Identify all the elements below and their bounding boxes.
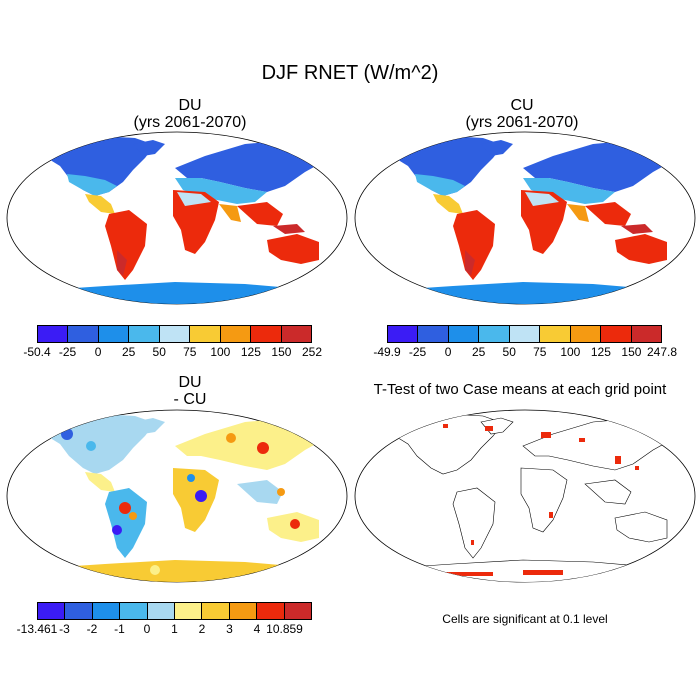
colorbar-diff-segment — [229, 603, 258, 619]
colorbar-diff-tick-label: 1 — [171, 622, 178, 636]
colorbar-du-segment — [129, 326, 160, 342]
panel-cu-title: CU (yrs 2061-2070) — [362, 97, 682, 131]
colorbar-du-tick-label: 125 — [240, 345, 261, 359]
colorbar-diff-segment — [284, 603, 312, 619]
figure-title: DJF RNET (W/m^2) — [261, 62, 439, 84]
colorbar-du-segment — [190, 326, 221, 342]
colorbar-cu-labels: -49.9 -25 0 25 50 75 100 125 150 247.8 — [373, 345, 677, 361]
colorbar-du — [37, 325, 312, 343]
colorbar-cu-tick-label: -25 — [408, 345, 427, 359]
colorbar-du-segment — [98, 326, 130, 342]
colorbar-cu-segment — [570, 326, 602, 342]
colorbar-cu-tick-label: 100 — [560, 345, 581, 359]
colorbar-cu-segment — [448, 326, 480, 342]
colorbar-diff-tick-label: -2 — [86, 622, 98, 636]
colorbar-diff-labels: -13.461 -3 -2 -1 0 1 2 3 4 10.859 — [17, 622, 312, 638]
colorbar-cu-segment — [631, 326, 661, 342]
colorbar-diff-tick-label: -1 — [114, 622, 125, 636]
panel-ttest-title: T-Test of two Case means at each grid po… — [373, 381, 667, 398]
colorbar-cu — [387, 325, 662, 343]
map-ttest-land — [392, 413, 674, 582]
colorbar-du-tick-label: 252 — [301, 345, 323, 359]
colorbar-cu-tick-label: 50 — [502, 345, 516, 359]
colorbar-diff-segment — [202, 603, 230, 619]
colorbar-cu-tick-label: 125 — [590, 345, 611, 359]
colorbar-diff-tick-label: 4 — [253, 622, 261, 636]
colorbar-diff-segment — [38, 603, 66, 619]
colorbar-cu-tick-label: -49.9 — [373, 345, 401, 359]
map-ttest — [354, 409, 696, 583]
panel-cu-title-line2: (yrs 2061-2070) — [465, 114, 579, 131]
colorbar-diff-tick-label: 0 — [143, 622, 151, 636]
colorbar-cu-tick-label: 75 — [533, 345, 547, 359]
colorbar-diff-tick-label: 3 — [226, 622, 233, 636]
panel-diff-title-line2: - CU — [173, 391, 207, 408]
colorbar-du-tick-label: 100 — [210, 345, 231, 359]
colorbar-du-tick-label: 150 — [271, 345, 292, 359]
map-cu — [354, 131, 696, 305]
colorbar-du-segment — [220, 326, 252, 342]
colorbar-cu-tick-label: 0 — [444, 345, 452, 359]
colorbar-cu-segment — [540, 326, 571, 342]
colorbar-du-tick-label: 75 — [183, 345, 197, 359]
colorbar-cu-segment — [418, 326, 449, 342]
panel-diff-title: DU - CU — [30, 374, 350, 408]
map-du — [6, 131, 348, 305]
panel-du-title: DU (yrs 2061-2070) — [30, 97, 350, 131]
colorbar-cu-segment — [509, 326, 541, 342]
colorbar-du-labels: -50.4 -25 0 25 50 75 100 125 150 252 — [23, 345, 322, 361]
colorbar-du-segment — [251, 326, 282, 342]
colorbar-du-tick-label: 0 — [94, 345, 102, 359]
colorbar-du-segment — [159, 326, 191, 342]
colorbar-du-tick-label: -25 — [58, 345, 77, 359]
colorbar-du-tick-label: 50 — [152, 345, 166, 359]
colorbar-cu-segment — [479, 326, 510, 342]
colorbar-du-segment — [68, 326, 99, 342]
colorbar-du-tick-label: 25 — [121, 345, 136, 359]
colorbar-diff-tick-label: -13.461 — [16, 622, 58, 636]
colorbar-cu-tick-label: 247.8 — [646, 345, 678, 359]
colorbar-diff-tick-label: -3 — [59, 622, 70, 636]
colorbar-cu-segment — [388, 326, 419, 342]
panel-cu-title-line1: CU — [510, 97, 534, 114]
colorbar-diff-tick-label: 10.859 — [266, 622, 303, 636]
panel-du-title-line1: DU — [178, 97, 202, 114]
map-diff — [6, 409, 348, 583]
colorbar-diff-tick-label: 2 — [198, 622, 206, 636]
colorbar-du-segment — [281, 326, 311, 342]
colorbar-du-segment — [38, 326, 69, 342]
colorbar-du-tick-label: -50.4 — [23, 345, 51, 359]
colorbar-diff-segment — [147, 603, 176, 619]
colorbar-cu-segment — [601, 326, 632, 342]
colorbar-cu-tick-label: 25 — [471, 345, 486, 359]
significance-note: Cells are significant at 0.1 level — [442, 612, 608, 626]
panel-diff-title-line1: DU — [178, 374, 202, 391]
colorbar-diff — [37, 602, 312, 620]
colorbar-cu-tick-label: 150 — [621, 345, 642, 359]
colorbar-diff-segment — [92, 603, 121, 619]
colorbar-diff-segment — [65, 603, 93, 619]
panel-du-title-line2: (yrs 2061-2070) — [133, 114, 247, 131]
colorbar-diff-segment — [257, 603, 285, 619]
colorbar-diff-segment — [175, 603, 203, 619]
colorbar-diff-segment — [120, 603, 148, 619]
